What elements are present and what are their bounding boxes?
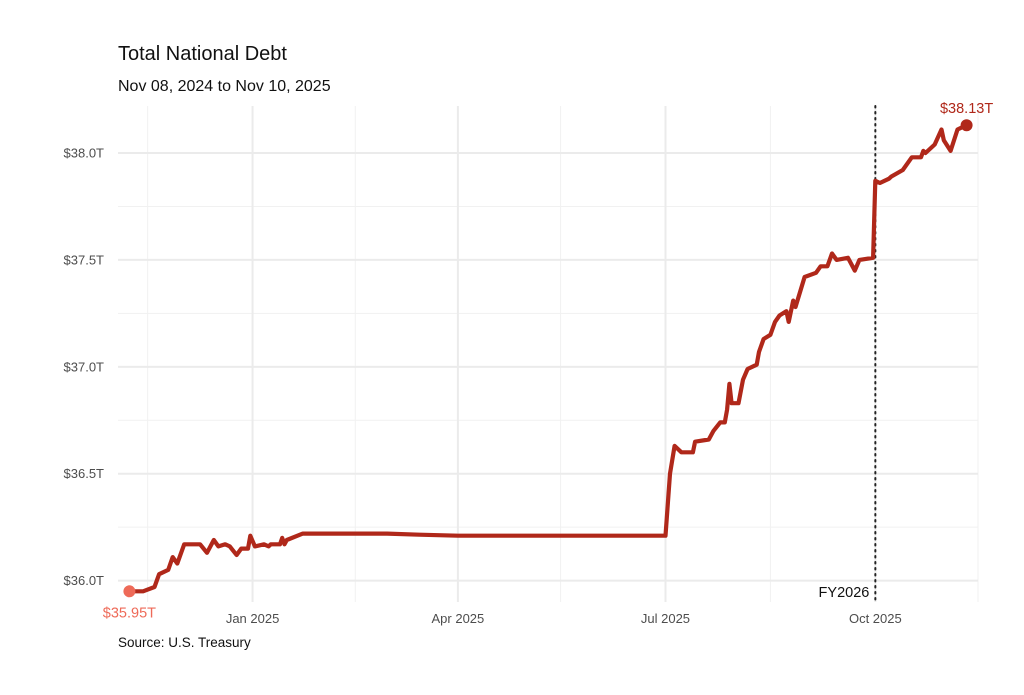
debt-series-line bbox=[127, 123, 969, 594]
x-tick-label: Jul 2025 bbox=[641, 611, 690, 626]
y-axis: $36.0T $36.5T $37.0T $37.5T $38.0T bbox=[64, 146, 105, 589]
start-point bbox=[123, 585, 136, 598]
start-value-label: $35.95T bbox=[103, 605, 156, 621]
y-tick-label: $37.0T bbox=[64, 359, 105, 374]
y-tick-label: $36.0T bbox=[64, 573, 105, 588]
y-tick-label: $36.5T bbox=[64, 466, 105, 481]
chart-title: Total National Debt bbox=[118, 43, 287, 65]
chart-subtitle: Nov 08, 2024 to Nov 10, 2025 bbox=[118, 78, 331, 95]
x-tick-label: Apr 2025 bbox=[432, 611, 485, 626]
x-axis: Jan 2025 Apr 2025 Jul 2025 Oct 2025 bbox=[226, 611, 902, 626]
fy2026-label: FY2026 bbox=[819, 585, 870, 601]
y-tick-label: $37.5T bbox=[64, 252, 105, 267]
source-caption: Source: U.S. Treasury bbox=[118, 635, 251, 650]
x-tick-label: Jan 2025 bbox=[226, 611, 280, 626]
end-value-label: $38.13T bbox=[940, 101, 993, 117]
grid bbox=[118, 106, 979, 602]
x-tick-label: Oct 2025 bbox=[849, 611, 902, 626]
end-point bbox=[960, 119, 973, 132]
y-tick-label: $38.0T bbox=[64, 146, 105, 161]
